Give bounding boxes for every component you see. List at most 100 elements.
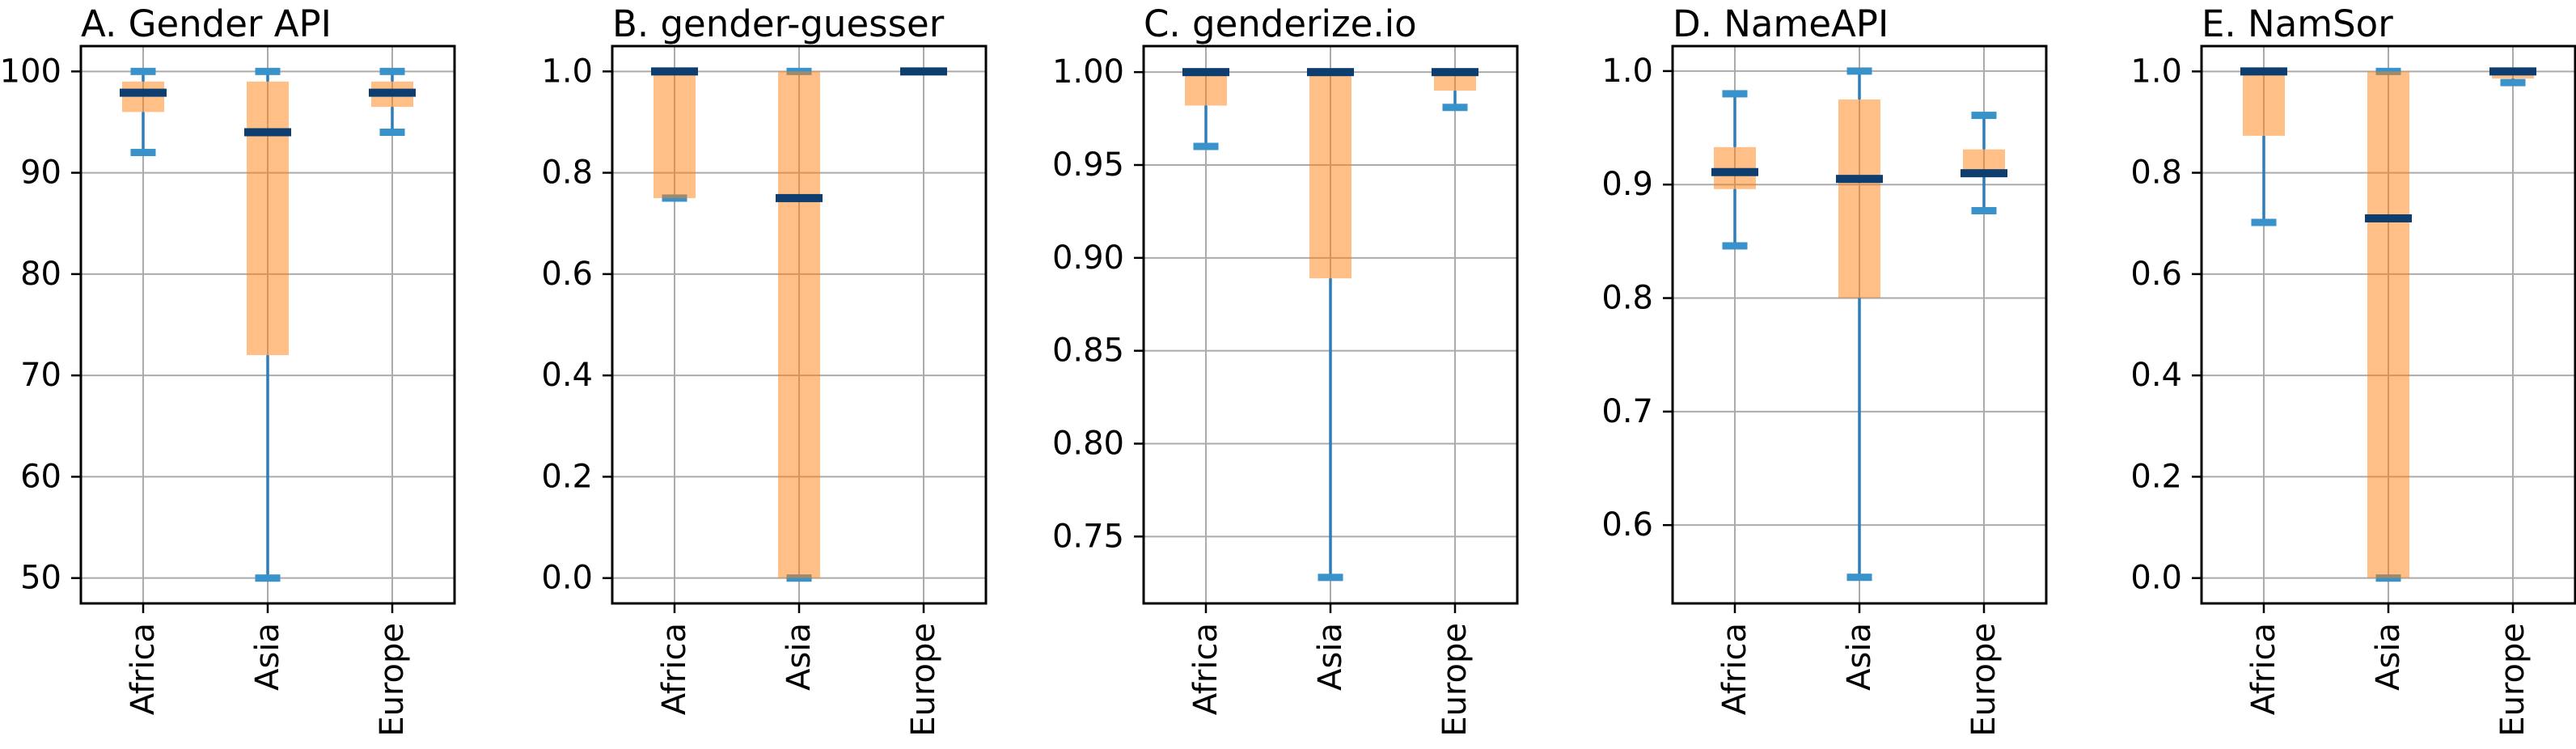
chart-title-genderize-io: C. genderize.io bbox=[1144, 2, 1417, 45]
panel-gender-guesser: B. gender-guesser 0.0 0.2 0.4 0.6 0.8 1.0 Afri… bbox=[515, 0, 1030, 749]
ytick-label: 1.00 bbox=[1052, 53, 1124, 91]
ytick-label: 50 bbox=[20, 560, 61, 597]
chart-title-gender-api: A. Gender API bbox=[81, 2, 332, 45]
xtick-label: Europe bbox=[2494, 623, 2532, 737]
boxplot-gender-api: 50 60 70 80 90 100 Africa Asia Europe bbox=[0, 44, 456, 737]
ytick-label: 80 bbox=[20, 256, 61, 293]
cap-lower bbox=[1846, 573, 1872, 582]
cap-upper bbox=[1971, 112, 1997, 120]
boxplot-gender-guesser: 0.0 0.2 0.4 0.6 0.8 1.0 Africa Asia Europe bbox=[541, 44, 988, 737]
panel-gender-api: A. Gender API 50 60 70 80 90 100 Africa Asia Eur… bbox=[0, 0, 515, 749]
panel-nameapi: D. NameAPI 0.6 0.7 0.8 0.9 1.0 Africa Asia Euro… bbox=[1546, 0, 2061, 749]
chart-title-gender-guesser: B. gender-guesser bbox=[612, 2, 945, 45]
median-line bbox=[244, 128, 291, 137]
ytick-label: 100 bbox=[0, 53, 61, 90]
ytick-label: 0.8 bbox=[541, 154, 593, 192]
chart-title-nameapi: D. NameAPI bbox=[1673, 2, 1889, 45]
ytick-label: 0.90 bbox=[1052, 239, 1124, 277]
box-iqr bbox=[122, 81, 164, 112]
median-line bbox=[1182, 68, 1229, 77]
ytick-label: 0.8 bbox=[2130, 154, 2182, 192]
box-iqr bbox=[1185, 72, 1227, 106]
xtick-label: Europe bbox=[905, 623, 942, 737]
ytick-label: 0.7 bbox=[1601, 393, 1653, 430]
ytick-label: 0.9 bbox=[1601, 166, 1653, 203]
ytick-label: 0.6 bbox=[541, 256, 593, 293]
median-line bbox=[2365, 214, 2412, 222]
cap-lower bbox=[2500, 78, 2526, 87]
panel-namsor: E. NamSor 0.0 0.2 0.4 0.6 0.8 1.0 Africa Asia Eu… bbox=[2061, 0, 2576, 749]
median-line bbox=[1307, 68, 1354, 77]
median-line bbox=[900, 67, 947, 76]
xtick-label: Asia bbox=[249, 623, 286, 691]
median-line bbox=[776, 193, 823, 202]
ytick-label: 60 bbox=[20, 458, 61, 495]
xtick-label: Europe bbox=[374, 623, 411, 737]
cap-upper bbox=[130, 67, 156, 75]
ytick-label: 90 bbox=[20, 154, 61, 192]
cap-lower bbox=[2251, 218, 2277, 226]
median-line bbox=[2240, 67, 2287, 76]
ytick-label: 0.0 bbox=[541, 560, 593, 597]
xtick-label: Europe bbox=[1436, 623, 1474, 737]
median-line bbox=[1961, 169, 2007, 178]
boxplot-namsor: 0.0 0.2 0.4 0.6 0.8 1.0 Africa Asia Europe bbox=[2130, 44, 2576, 737]
xtick-label: Asia bbox=[1841, 623, 1878, 691]
ytick-label: 0.80 bbox=[1052, 425, 1124, 462]
box-iqr bbox=[1434, 72, 1476, 91]
median-line bbox=[1836, 175, 1883, 184]
ytick-label: 0.6 bbox=[1601, 506, 1653, 544]
box-iqr bbox=[2243, 71, 2285, 136]
median-line bbox=[1432, 68, 1478, 77]
xtick-label: Africa bbox=[1187, 623, 1225, 715]
xtick-label: Africa bbox=[2245, 623, 2282, 715]
box-iqr bbox=[2367, 71, 2409, 578]
ytick-label: 0.6 bbox=[2130, 256, 2182, 293]
cap-upper bbox=[1846, 67, 1872, 75]
panel-genderize-io: C. genderize.io 0.75 0.80 0.85 0.90 0.95 1.00… bbox=[1030, 0, 1546, 749]
ytick-label: 0.2 bbox=[2130, 458, 2182, 495]
xtick-label: Asia bbox=[780, 623, 818, 691]
box-iqr bbox=[654, 71, 696, 198]
ytick-label: 0.95 bbox=[1052, 146, 1124, 184]
ytick-label: 70 bbox=[20, 357, 61, 394]
median-line bbox=[2489, 67, 2536, 76]
cap-lower bbox=[1318, 573, 1343, 582]
cap-lower bbox=[1442, 104, 1468, 112]
box-iqr bbox=[1838, 99, 1880, 298]
xtick-label: Asia bbox=[2370, 623, 2407, 691]
box-iqr bbox=[247, 81, 289, 356]
median-line bbox=[1711, 167, 1758, 176]
ytick-label: 0.8 bbox=[1601, 280, 1653, 317]
box-iqr bbox=[1309, 72, 1351, 279]
cap-lower bbox=[1193, 142, 1219, 150]
boxplot-genderize-io: 0.75 0.80 0.85 0.90 0.95 1.00 Africa Asia Europe bbox=[1052, 44, 1519, 737]
cap-lower bbox=[379, 128, 405, 136]
ytick-label: 0.4 bbox=[2130, 357, 2182, 394]
ytick-label: 0.85 bbox=[1052, 332, 1124, 370]
xtick-label: Africa bbox=[656, 623, 693, 715]
boxplot-nameapi: 0.6 0.7 0.8 0.9 1.0 Africa Asia Europe bbox=[1601, 44, 2048, 737]
box-iqr bbox=[778, 71, 820, 578]
ytick-label: 0.75 bbox=[1052, 518, 1124, 555]
cap-upper bbox=[255, 67, 281, 75]
median-line bbox=[651, 67, 698, 76]
xtick-label: Asia bbox=[1312, 623, 1349, 691]
ytick-label: 0.0 bbox=[2130, 560, 2182, 597]
ytick-label: 1.0 bbox=[1601, 53, 1653, 90]
cap-lower bbox=[1971, 206, 1997, 214]
median-line bbox=[120, 88, 167, 97]
cap-lower bbox=[1722, 242, 1748, 250]
chart-title-namsor: E. NamSor bbox=[2202, 2, 2393, 45]
cap-lower bbox=[255, 574, 281, 582]
ytick-label: 1.0 bbox=[2130, 53, 2182, 90]
xtick-label: Europe bbox=[1965, 623, 2003, 737]
cap-upper bbox=[1722, 90, 1748, 98]
ytick-label: 0.4 bbox=[541, 357, 593, 394]
cap-lower bbox=[130, 149, 156, 157]
xtick-label: Africa bbox=[125, 623, 162, 715]
ytick-label: 1.0 bbox=[541, 53, 593, 90]
cap-upper bbox=[379, 67, 405, 75]
ytick-label: 0.2 bbox=[541, 458, 593, 495]
